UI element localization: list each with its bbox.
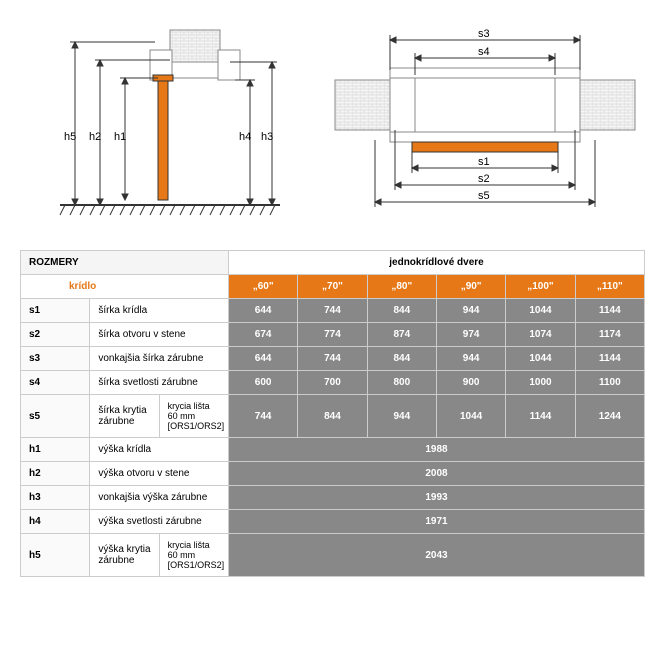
row-value: 1044 xyxy=(506,299,575,323)
table-row: s4šírka svetlosti zárubne600700800900100… xyxy=(21,371,645,395)
row-key: s5 xyxy=(21,395,90,438)
table-row: s5šírka krytia zárubnekrycia lišta 60 mm… xyxy=(21,395,645,438)
table-row: h4výška svetlosti zárubne1971 xyxy=(21,510,645,534)
row-value: 700 xyxy=(298,371,367,395)
row-label: výška otvoru v stene xyxy=(90,462,229,486)
row-value: 944 xyxy=(367,395,436,438)
row-value: 874 xyxy=(367,323,436,347)
diagram-row: h5 h2 h1 h4 h3 xyxy=(20,20,645,220)
dimensions-table: ROZMERY jednokrídlové dvere krídlo „60" … xyxy=(20,250,645,577)
row-key: s4 xyxy=(21,371,90,395)
diagram-plan-view: s3 s4 s1 s2 s5 xyxy=(320,20,650,220)
dim-label: s5 xyxy=(478,190,490,202)
row-key: s3 xyxy=(21,347,90,371)
dim-label: h2 xyxy=(89,131,101,143)
kridlo-label: krídlo xyxy=(21,275,229,299)
row-value: 944 xyxy=(436,347,505,371)
row-value: 1144 xyxy=(506,395,575,438)
row-label: výška krytia zárubne xyxy=(90,534,159,577)
row-key: h2 xyxy=(21,462,90,486)
row-key: s1 xyxy=(21,299,90,323)
row-value-span: 2008 xyxy=(228,462,644,486)
dim-label: h5 xyxy=(64,131,76,143)
row-key: h4 xyxy=(21,510,90,534)
row-value: 744 xyxy=(228,395,297,438)
table-row: h3vonkajšia výška zárubne1993 xyxy=(21,486,645,510)
row-label: šírka krídla xyxy=(90,299,229,323)
row-label: výška svetlosti zárubne xyxy=(90,510,229,534)
row-value-span: 1971 xyxy=(228,510,644,534)
size-header: „90" xyxy=(436,275,505,299)
row-value: 844 xyxy=(298,395,367,438)
row-value: 974 xyxy=(436,323,505,347)
row-value: 1044 xyxy=(506,347,575,371)
row-label: vonkajšia výška zárubne xyxy=(90,486,229,510)
row-value: 674 xyxy=(228,323,297,347)
row-label: šírka otvoru v stene xyxy=(90,323,229,347)
row-label: šírka svetlosti zárubne xyxy=(90,371,229,395)
size-header: „110" xyxy=(575,275,644,299)
row-value-span: 1993 xyxy=(228,486,644,510)
row-value: 600 xyxy=(228,371,297,395)
dim-label: s1 xyxy=(478,156,490,168)
row-note: krycia lišta 60 mm [ORS1/ORS2] xyxy=(159,395,228,438)
row-value: 774 xyxy=(298,323,367,347)
row-key: h5 xyxy=(21,534,90,577)
size-header: „80" xyxy=(367,275,436,299)
row-value: 744 xyxy=(298,299,367,323)
row-key: h3 xyxy=(21,486,90,510)
table-row: s3vonkajšia šírka zárubne644744844944104… xyxy=(21,347,645,371)
dim-label: s2 xyxy=(478,173,490,185)
row-value-span: 2043 xyxy=(228,534,644,577)
row-value: 1244 xyxy=(575,395,644,438)
table-row: h5výška krytia zárubnekrycia lišta 60 mm… xyxy=(21,534,645,577)
row-value: 644 xyxy=(228,299,297,323)
row-value: 1044 xyxy=(436,395,505,438)
row-value: 644 xyxy=(228,347,297,371)
row-value: 800 xyxy=(367,371,436,395)
table-row: s2šírka otvoru v stene674774874974107411… xyxy=(21,323,645,347)
row-key: h1 xyxy=(21,438,90,462)
table-row: s1šírka krídla64474484494410441144 xyxy=(21,299,645,323)
row-value: 1100 xyxy=(575,371,644,395)
column-group-header: jednokrídlové dvere xyxy=(228,251,644,275)
row-value: 844 xyxy=(367,347,436,371)
table-title: ROZMERY xyxy=(21,251,229,275)
dim-label: h1 xyxy=(114,131,126,143)
size-header: „60" xyxy=(228,275,297,299)
row-value-span: 1988 xyxy=(228,438,644,462)
table-row: h1výška krídla1988 xyxy=(21,438,645,462)
dim-label: s3 xyxy=(478,28,490,40)
row-key: s2 xyxy=(21,323,90,347)
row-value: 1174 xyxy=(575,323,644,347)
row-label: vonkajšia šírka zárubne xyxy=(90,347,229,371)
row-value: 1144 xyxy=(575,299,644,323)
row-value: 944 xyxy=(436,299,505,323)
dim-label: s4 xyxy=(478,46,490,58)
diagram-vertical-section: h5 h2 h1 h4 h3 xyxy=(20,20,290,220)
row-value: 844 xyxy=(367,299,436,323)
dim-label: h3 xyxy=(261,131,273,143)
row-label: šírka krytia zárubne xyxy=(90,395,159,438)
dim-label: h4 xyxy=(239,131,251,143)
row-label: výška krídla xyxy=(90,438,229,462)
row-value: 744 xyxy=(298,347,367,371)
size-header: „70" xyxy=(298,275,367,299)
row-value: 900 xyxy=(436,371,505,395)
row-note: krycia lišta 60 mm [ORS1/ORS2] xyxy=(159,534,228,577)
table-row: h2výška otvoru v stene2008 xyxy=(21,462,645,486)
row-value: 1000 xyxy=(506,371,575,395)
row-value: 1074 xyxy=(506,323,575,347)
size-header: „100" xyxy=(506,275,575,299)
row-value: 1144 xyxy=(575,347,644,371)
